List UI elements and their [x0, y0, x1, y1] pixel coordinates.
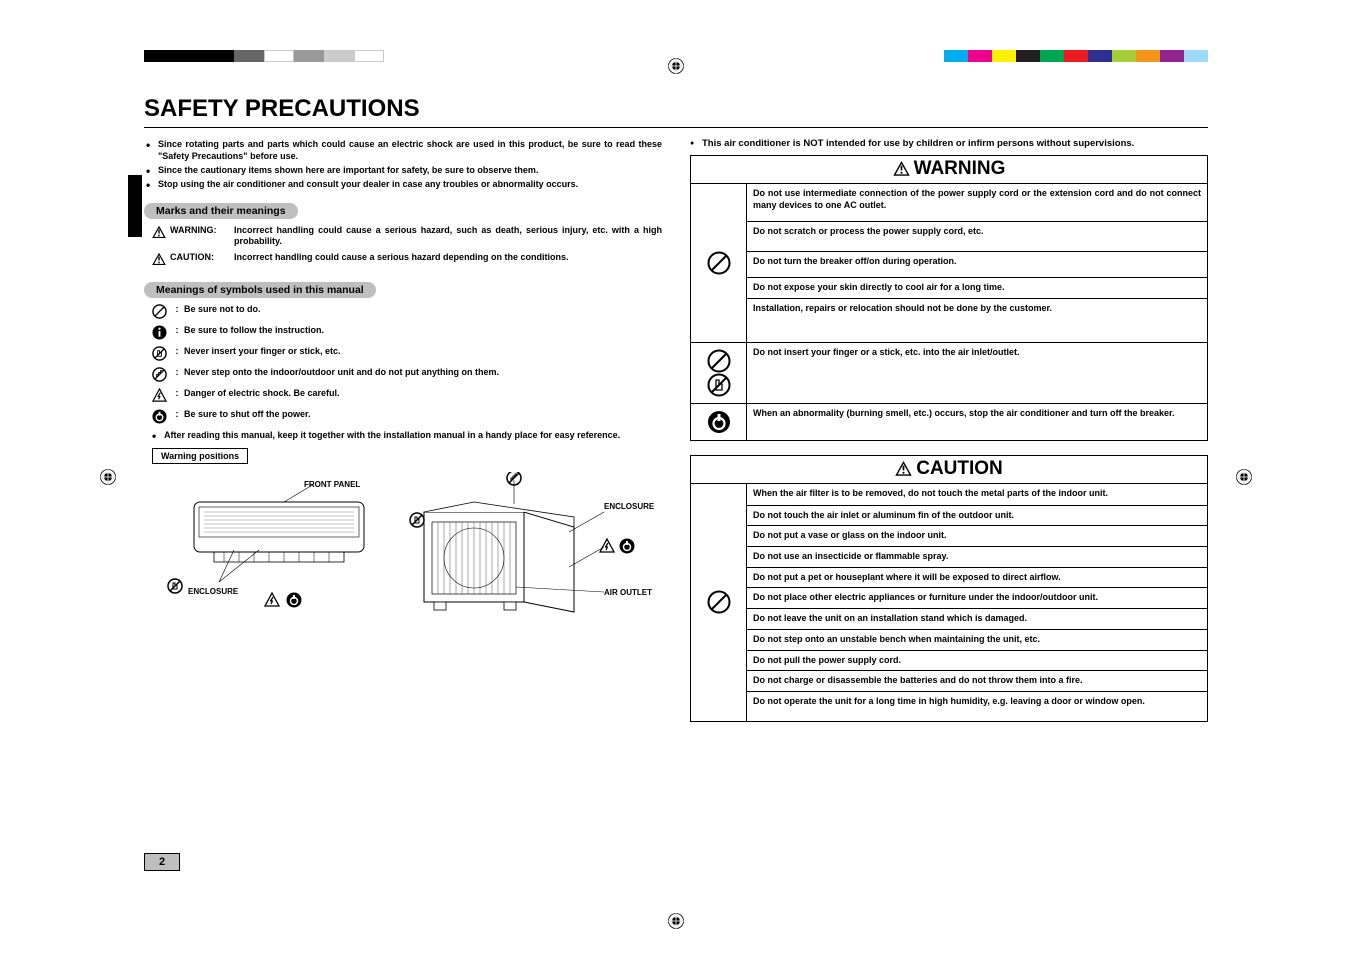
- air-outlet-label: AIR OUTLET: [604, 588, 652, 597]
- table-text-cell: Do not use intermediate connection of th…: [747, 184, 1208, 222]
- registration-mark: [668, 58, 684, 74]
- right-column: This air conditioner is NOT intended for…: [690, 138, 1208, 736]
- table-text-cell: Installation, repairs or relocation shou…: [747, 298, 1208, 342]
- caution-caption: CAUTION: [690, 455, 1208, 483]
- warning-positions-label: Warning positions: [152, 448, 248, 464]
- table-text-cell: Do not use an insecticide or flammable s…: [747, 547, 1208, 568]
- table-text-cell: Do not put a pet or houseplant where it …: [747, 567, 1208, 588]
- symbol-row: :Danger of electric shock. Be careful.: [152, 388, 662, 403]
- front-panel-label: FRONT PANEL: [304, 480, 360, 489]
- table-icon-cell: [691, 342, 747, 403]
- supervision-note: This air conditioner is NOT intended for…: [690, 138, 1208, 149]
- left-column: Since rotating parts and parts which cou…: [144, 138, 662, 736]
- caution-def-text: Incorrect handling could cause a serious…: [234, 252, 662, 268]
- enclosure-label: ENCLOSURE: [604, 502, 654, 511]
- warning-def-label: WARNING:: [170, 225, 234, 248]
- registration-mark: [100, 469, 116, 485]
- diagrams: FRONT PANEL ENCLOSURE: [144, 472, 662, 642]
- symbol-row: :Be sure to shut off the power.: [152, 409, 662, 424]
- table-icon-cell: [691, 483, 747, 721]
- symbol-row: :Never step onto the indoor/outdoor unit…: [152, 367, 662, 382]
- warning-table: WARNING Do not use intermediate connecti…: [690, 155, 1208, 441]
- table-text-cell: Do not turn the breaker off/on during op…: [747, 252, 1208, 278]
- power-icon: [152, 409, 170, 424]
- intro-bullet: Since rotating parts and parts which cou…: [158, 138, 662, 162]
- nostep-icon: [152, 367, 170, 382]
- table-text-cell: When the air filter is to be removed, do…: [747, 483, 1208, 505]
- page-title: SAFETY PRECAUTIONS: [144, 95, 1208, 128]
- intro-bullet: Since the cautionary items shown here ar…: [158, 164, 662, 176]
- table-text-cell: Do not pull the power supply cord.: [747, 650, 1208, 671]
- side-tab: [128, 175, 142, 237]
- table-text-cell: Do not touch the air inlet or aluminum f…: [747, 505, 1208, 526]
- symbol-row: :Be sure to follow the instruction.: [152, 325, 662, 340]
- symbol-row: :Never insert your finger or stick, etc.: [152, 346, 662, 361]
- table-text-cell: Do not leave the unit on an installation…: [747, 609, 1208, 630]
- symbol-list: :Be sure not to do. :Be sure to follow th…: [144, 304, 662, 424]
- caution-def-label: CAUTION:: [170, 252, 234, 268]
- warning-caption: WARNING: [690, 155, 1208, 183]
- nofinger-icon: [152, 346, 170, 361]
- color-bar: [944, 50, 1208, 62]
- symbols-heading: Meanings of symbols used in this manual: [144, 282, 376, 298]
- table-icon-cell: [691, 403, 747, 440]
- table-text-cell: Do not charge or disassemble the batteri…: [747, 671, 1208, 692]
- after-reading-note: After reading this manual, keep it toget…: [144, 430, 662, 440]
- registration-mark: [668, 913, 684, 929]
- warning-triangle-icon: [152, 252, 170, 268]
- table-text-cell: Do not put a vase or glass on the indoor…: [747, 526, 1208, 547]
- intro-bullet: Stop using the air conditioner and consu…: [158, 178, 662, 190]
- table-text-cell: Do not insert your finger or a stick, et…: [747, 342, 1208, 403]
- intro-list: Since rotating parts and parts which cou…: [144, 138, 662, 191]
- symbol-row: :Be sure not to do.: [152, 304, 662, 319]
- table-text-cell: Do not expose your skin directly to cool…: [747, 278, 1208, 299]
- outdoor-unit-diagram: [404, 472, 654, 642]
- table-icon-cell: [691, 184, 747, 343]
- warning-def-text: Incorrect handling could cause a serious…: [234, 225, 662, 248]
- shock-icon: [152, 388, 170, 403]
- table-text-cell: Do not place other electric appliances o…: [747, 588, 1208, 609]
- indoor-unit-diagram: [164, 472, 374, 622]
- prohibit-icon: [152, 304, 170, 319]
- grayscale-bar: [144, 50, 384, 62]
- enclosure-label: ENCLOSURE: [188, 587, 238, 596]
- page-number: 2: [144, 856, 180, 868]
- caution-table: CAUTION When the air filter is to be rem…: [690, 455, 1208, 722]
- info-icon: [152, 325, 170, 340]
- table-text-cell: Do not operate the unit for a long time …: [747, 691, 1208, 721]
- warning-triangle-icon: [152, 225, 170, 248]
- marks-heading: Marks and their meanings: [144, 203, 298, 219]
- table-text-cell: When an abnormality (burning smell, etc.…: [747, 403, 1208, 440]
- registration-mark: [1236, 469, 1252, 485]
- table-text-cell: Do not step onto an unstable bench when …: [747, 629, 1208, 650]
- table-text-cell: Do not scratch or process the power supp…: [747, 222, 1208, 252]
